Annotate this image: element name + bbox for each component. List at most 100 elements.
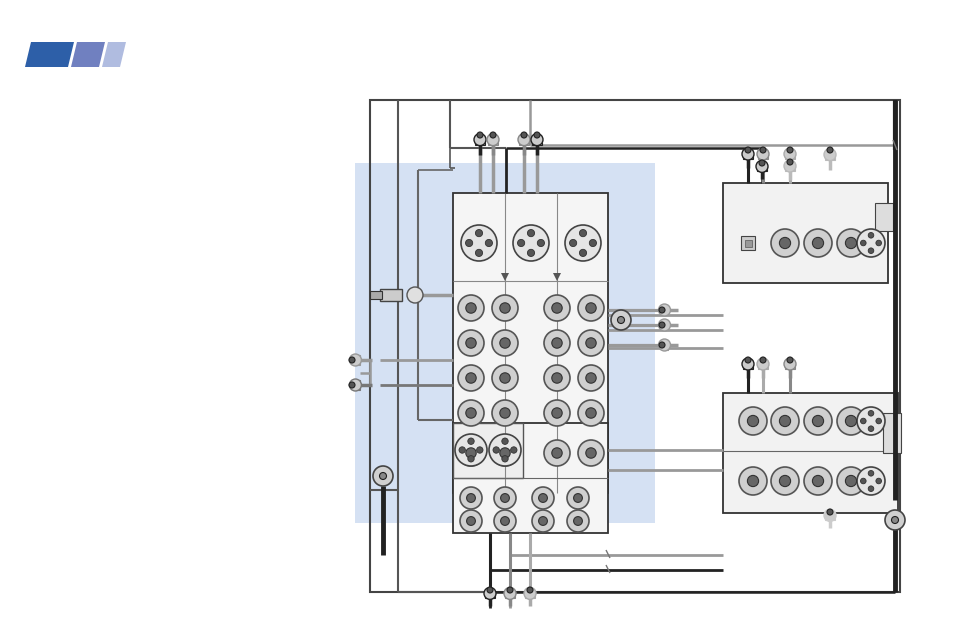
Bar: [664, 320, 667, 330]
Bar: [518, 140, 529, 145]
Circle shape: [475, 230, 482, 236]
Circle shape: [860, 240, 865, 246]
Bar: [355, 355, 359, 365]
Circle shape: [578, 365, 603, 391]
Circle shape: [658, 304, 670, 316]
Circle shape: [532, 510, 554, 532]
Bar: [484, 594, 495, 598]
Bar: [784, 364, 794, 369]
Circle shape: [458, 447, 465, 453]
Circle shape: [836, 467, 864, 495]
Circle shape: [779, 475, 790, 487]
Circle shape: [755, 160, 767, 173]
Bar: [742, 154, 752, 159]
Circle shape: [474, 134, 485, 145]
Bar: [370, 100, 899, 592]
Circle shape: [659, 322, 664, 328]
Bar: [824, 155, 834, 160]
Circle shape: [867, 470, 873, 476]
Circle shape: [867, 426, 873, 431]
Circle shape: [492, 400, 517, 426]
Circle shape: [823, 149, 835, 160]
Circle shape: [475, 249, 482, 256]
Circle shape: [759, 160, 764, 166]
Circle shape: [465, 448, 476, 458]
Bar: [504, 594, 515, 598]
Circle shape: [610, 310, 630, 330]
Circle shape: [459, 510, 481, 532]
Circle shape: [812, 415, 822, 426]
Circle shape: [457, 295, 483, 321]
Circle shape: [493, 447, 498, 453]
Circle shape: [744, 357, 750, 363]
Circle shape: [532, 487, 554, 509]
Circle shape: [457, 330, 483, 356]
Polygon shape: [25, 42, 74, 67]
Bar: [824, 516, 834, 520]
Circle shape: [517, 240, 524, 246]
Circle shape: [812, 238, 822, 249]
Circle shape: [506, 587, 513, 593]
Circle shape: [460, 225, 497, 261]
Circle shape: [527, 230, 534, 236]
Bar: [453, 193, 607, 493]
Circle shape: [803, 407, 831, 435]
Polygon shape: [553, 273, 560, 281]
Circle shape: [779, 238, 790, 249]
Circle shape: [860, 418, 865, 424]
Circle shape: [875, 478, 881, 484]
Circle shape: [578, 249, 586, 256]
Circle shape: [543, 365, 569, 391]
Bar: [744, 240, 751, 247]
Circle shape: [856, 407, 884, 435]
Circle shape: [585, 448, 596, 458]
Circle shape: [744, 147, 750, 153]
Circle shape: [501, 456, 508, 462]
Bar: [722, 393, 897, 513]
Bar: [524, 594, 535, 598]
Circle shape: [465, 408, 476, 418]
Circle shape: [578, 400, 603, 426]
Bar: [784, 154, 794, 159]
Bar: [532, 140, 541, 145]
Circle shape: [860, 478, 865, 484]
Circle shape: [538, 517, 547, 526]
Circle shape: [486, 587, 493, 593]
Circle shape: [551, 448, 561, 458]
Circle shape: [836, 229, 864, 257]
Circle shape: [499, 408, 510, 418]
Bar: [874, 203, 892, 231]
Circle shape: [812, 475, 822, 487]
Circle shape: [551, 338, 561, 348]
Circle shape: [465, 373, 476, 383]
Bar: [882, 413, 900, 453]
Bar: [757, 167, 766, 171]
Circle shape: [503, 587, 516, 599]
Circle shape: [476, 132, 482, 138]
Circle shape: [867, 410, 873, 416]
Circle shape: [483, 587, 496, 599]
Bar: [379, 289, 401, 301]
Circle shape: [531, 134, 542, 145]
Bar: [664, 305, 667, 315]
Circle shape: [770, 229, 799, 257]
Circle shape: [513, 225, 548, 261]
Circle shape: [499, 303, 510, 313]
Circle shape: [844, 475, 856, 487]
Circle shape: [467, 438, 474, 444]
Circle shape: [517, 134, 530, 145]
Circle shape: [578, 440, 603, 466]
Circle shape: [490, 132, 496, 138]
Circle shape: [492, 440, 517, 466]
Circle shape: [349, 382, 355, 388]
Circle shape: [476, 447, 482, 453]
Circle shape: [457, 440, 483, 466]
Circle shape: [786, 147, 792, 153]
Circle shape: [523, 587, 536, 599]
Circle shape: [489, 434, 520, 466]
Circle shape: [494, 510, 516, 532]
Circle shape: [585, 303, 596, 313]
Circle shape: [466, 493, 475, 503]
Circle shape: [856, 467, 884, 495]
Circle shape: [543, 330, 569, 356]
